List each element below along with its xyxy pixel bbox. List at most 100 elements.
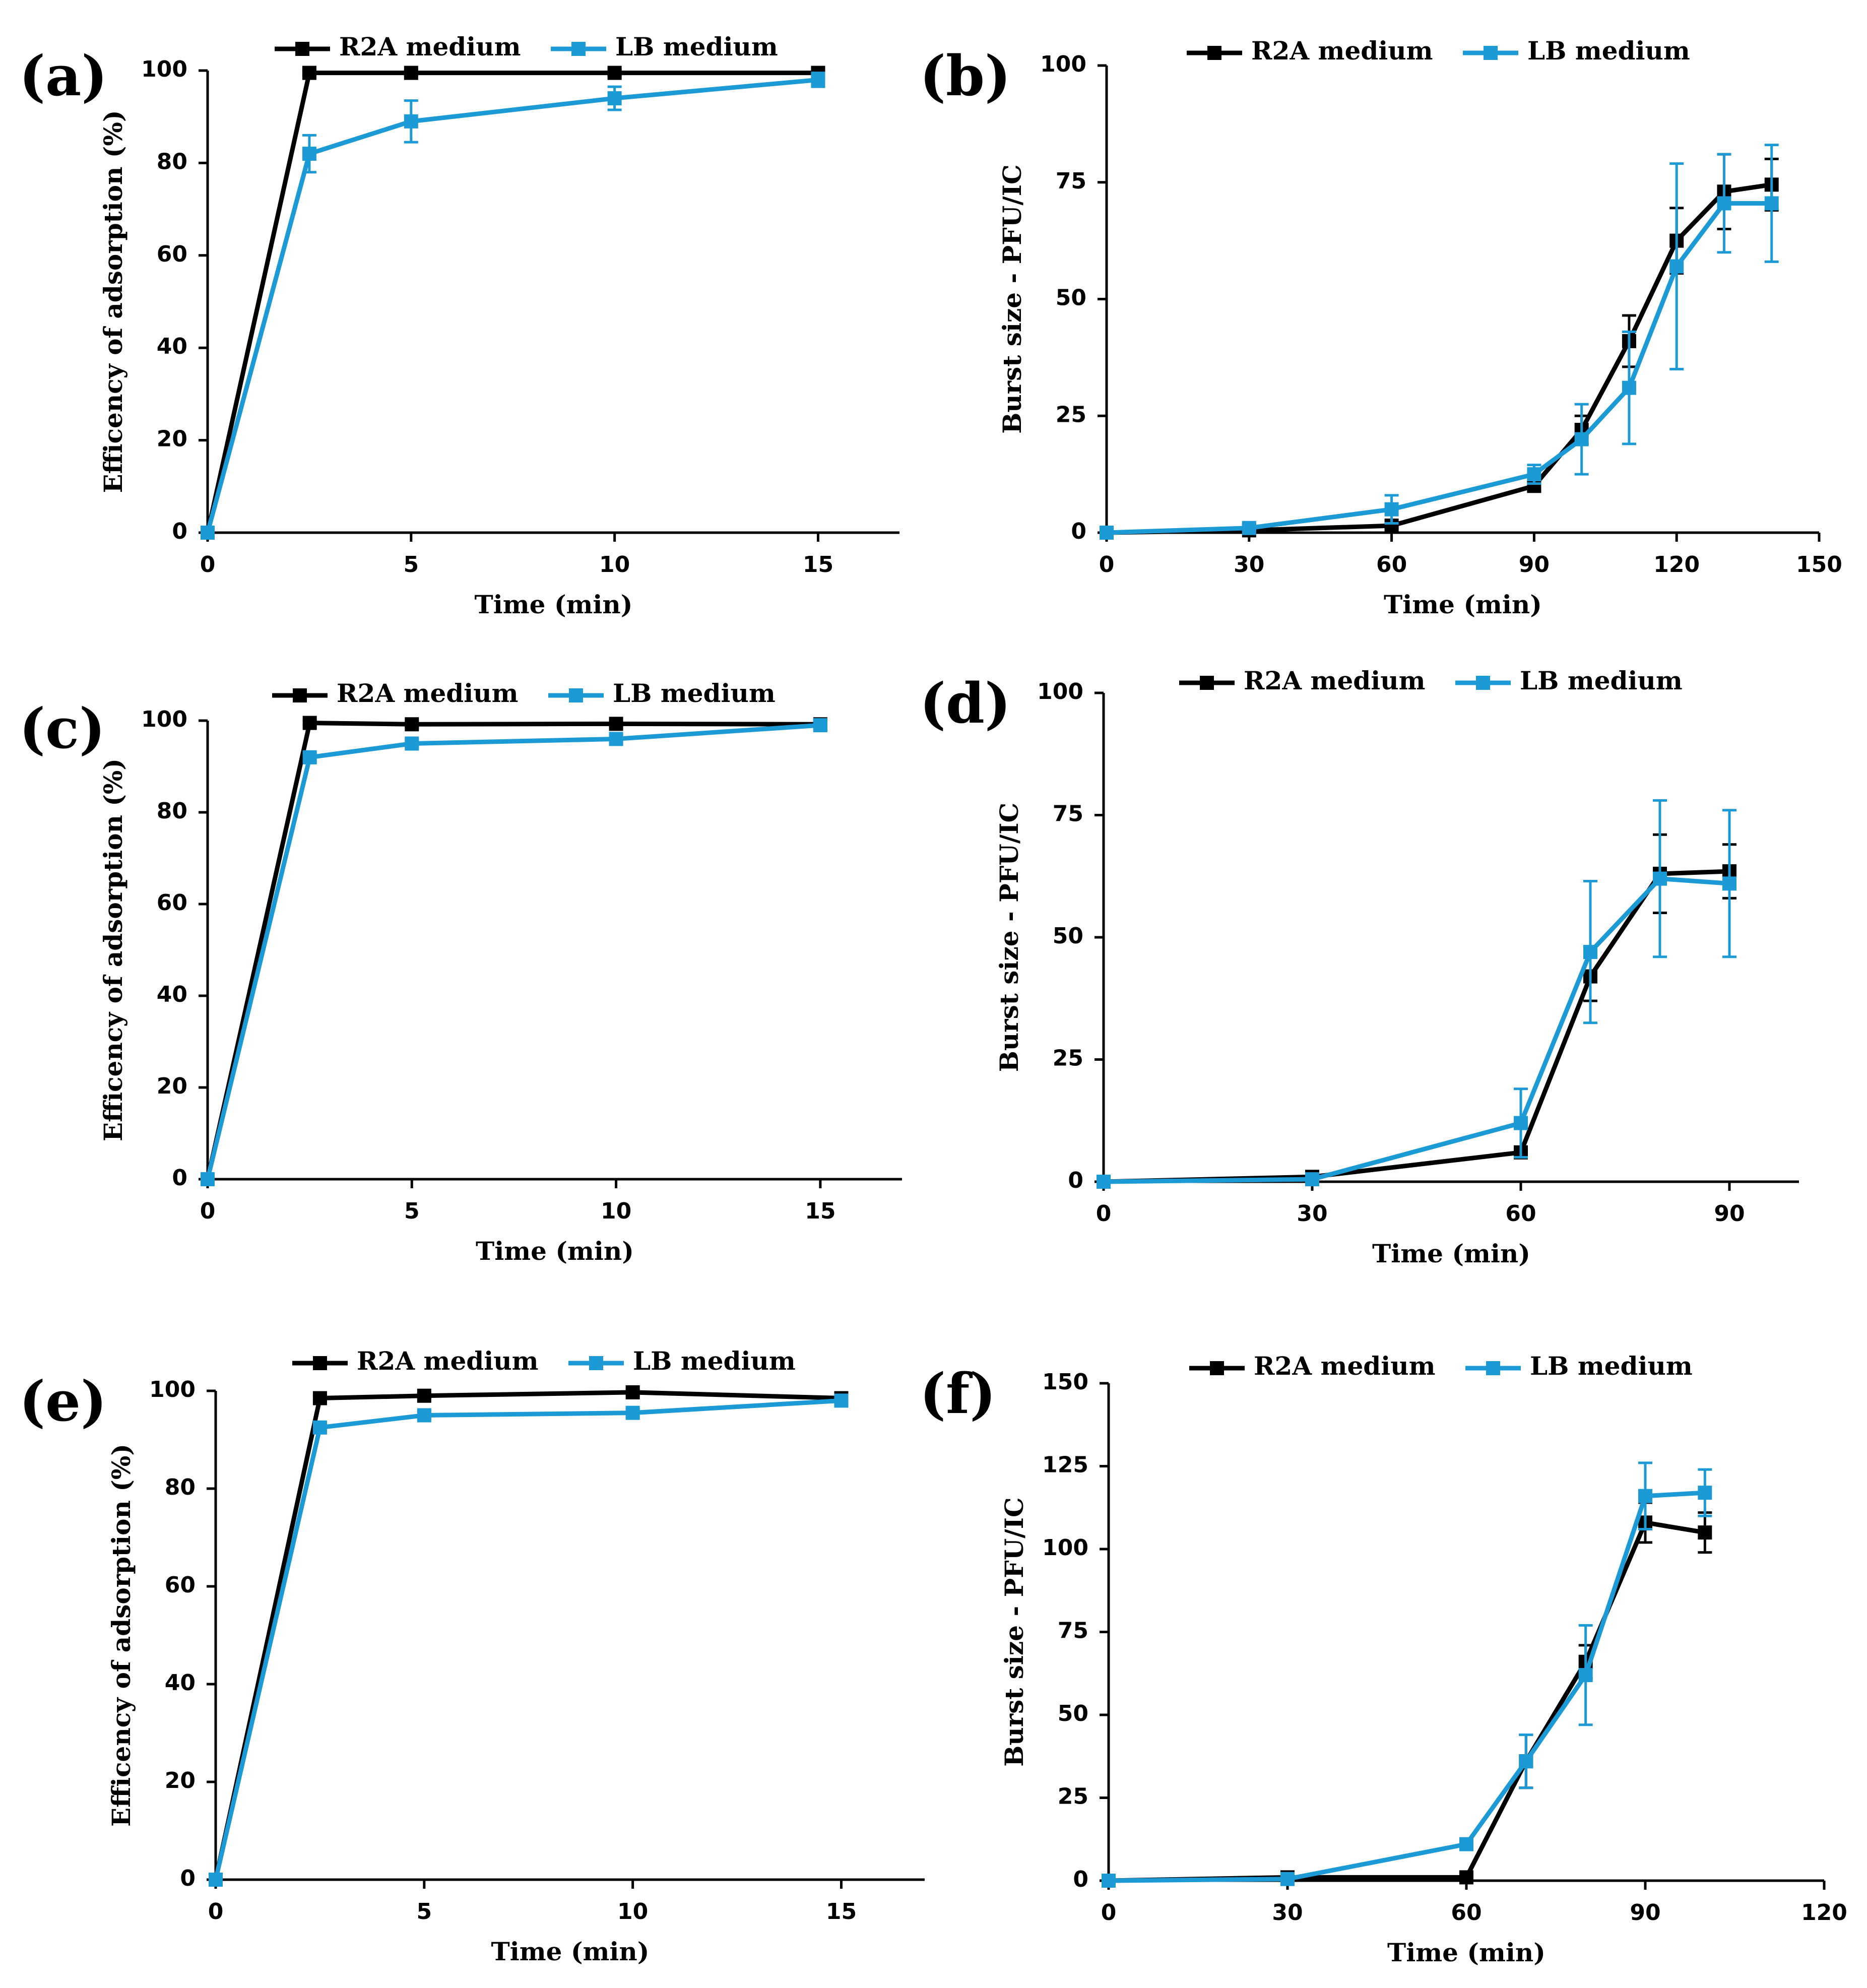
x-tick-label: 30: [1297, 1201, 1327, 1227]
x-tick-label: 15: [805, 1198, 835, 1224]
series-line: [205, 723, 821, 1180]
x-tick-label: 10: [601, 1198, 631, 1224]
legend: R2A medium LB medium: [272, 678, 776, 708]
panel-label: (b): [920, 43, 1011, 108]
data-point: [834, 1393, 849, 1408]
data-point: [1578, 1668, 1593, 1683]
data-point: [1638, 1489, 1652, 1503]
x-tick-label: 0: [1099, 552, 1115, 578]
legend-label: R2A medium: [1244, 666, 1425, 695]
data-point: [302, 750, 317, 764]
data-point: [1574, 432, 1589, 446]
x-tick-label: 0: [1101, 1900, 1117, 1926]
data-point: [609, 732, 623, 746]
x-axis-title: Time (min): [476, 1236, 634, 1266]
x-tick-label: 0: [200, 1198, 216, 1224]
y-tick-label: 100: [1040, 51, 1086, 77]
data-point: [1514, 1116, 1528, 1130]
legend-swatch-marker: [1484, 46, 1498, 60]
legend-label: R2A medium: [357, 1346, 538, 1376]
data-point: [1305, 1172, 1319, 1187]
data-point: [1698, 1525, 1712, 1540]
data-point: [1669, 259, 1684, 274]
y-tick-label: 125: [1042, 1452, 1088, 1478]
series-line: [1103, 876, 1730, 1184]
series-line: [205, 71, 818, 533]
legend-swatch-marker: [1207, 46, 1221, 60]
y-tick-label: 100: [1037, 679, 1083, 704]
series-r2a-medium: [1102, 1501, 1712, 1888]
y-axis-title: Efficency of adsorption (%): [98, 110, 128, 493]
panel-label: (d): [920, 671, 1011, 736]
x-tick-label: 5: [404, 552, 419, 578]
data-point: [417, 1408, 431, 1423]
x-axis-title: Time (min): [491, 1937, 650, 1966]
x-tick-label: 5: [417, 1899, 432, 1925]
legend-label: R2A medium: [337, 678, 518, 708]
data-point: [1583, 945, 1597, 959]
legend-label: LB medium: [615, 32, 778, 61]
y-tick-label: 40: [157, 982, 187, 1007]
y-tick-label: 50: [1058, 1701, 1088, 1726]
legend-label: R2A medium: [339, 32, 521, 61]
y-tick-label: 20: [157, 1073, 187, 1099]
legend-swatch-marker: [293, 688, 307, 702]
chart-panel-5: (f) 0 25 50 75 100 125 150 0 30 60 90 120 Time (min) B…: [920, 1351, 1847, 1967]
y-tick-label: 100: [149, 1377, 196, 1402]
data-point: [625, 1405, 640, 1420]
legend-swatch-marker: [571, 42, 586, 56]
x-tick-label: 90: [1630, 1900, 1660, 1926]
panel-label: (f): [920, 1361, 996, 1426]
y-axis-title: Efficency of adsorption (%): [106, 1444, 136, 1827]
x-tick-label: 30: [1234, 552, 1264, 578]
y-axis-title: Burst size - PFU/IC: [997, 164, 1027, 434]
data-point: [1764, 196, 1779, 211]
x-tick-label: 0: [200, 552, 216, 578]
legend-label: LB medium: [1530, 1351, 1693, 1381]
data-point: [312, 1420, 327, 1435]
data-point: [201, 526, 215, 540]
y-tick-label: 80: [157, 798, 187, 824]
x-tick-label: 15: [826, 1899, 857, 1925]
data-point: [607, 66, 622, 80]
y-tick-label: 20: [157, 426, 187, 452]
series-line: [1103, 869, 1730, 1184]
y-tick-label: 75: [1056, 168, 1086, 194]
x-tick-label: 0: [1096, 1201, 1112, 1227]
data-point: [1384, 502, 1399, 517]
series-lb-medium: [1097, 799, 1736, 1189]
series-line: [205, 77, 818, 534]
y-tick-label: 60: [157, 890, 187, 916]
series-r2a-medium: [1097, 833, 1736, 1189]
series-r2a-medium: [201, 716, 827, 1186]
y-tick-label: 50: [1053, 923, 1083, 949]
data-point: [209, 1873, 223, 1887]
series-line: [213, 1398, 842, 1881]
data-point: [1527, 467, 1541, 482]
legend-swatch-marker: [1200, 676, 1214, 690]
panel-label: (a): [19, 43, 107, 108]
legend-label: R2A medium: [1254, 1351, 1435, 1381]
legend-swatch-marker: [569, 688, 583, 702]
series-lb-medium: [209, 1393, 849, 1887]
x-axis-title: Time (min): [1372, 1239, 1530, 1268]
legend-label: LB medium: [633, 1346, 796, 1376]
legend: R2A medium LB medium: [292, 1346, 796, 1376]
legend-swatch-marker: [295, 42, 309, 56]
data-point: [405, 717, 419, 732]
y-axis-title: Burst size - PFU/IC: [994, 803, 1024, 1072]
legend: R2A medium LB medium: [275, 32, 778, 61]
chart-panel-0: (a) 0 20 40 60 80 100 0 5 10 15 Time (min) Efficency…: [19, 32, 899, 619]
series-lb-medium: [201, 72, 825, 540]
x-tick-label: 90: [1714, 1201, 1745, 1227]
x-axis-title: Time (min): [1387, 1938, 1546, 1967]
x-tick-label: 120: [1653, 552, 1700, 578]
legend-label: LB medium: [1527, 36, 1690, 66]
y-tick-label: 75: [1053, 801, 1083, 827]
data-point: [302, 147, 316, 161]
chart-panel-3: (d) 0 25 50 75 100 0 30 60 90 Time (min) Burst size…: [920, 666, 1799, 1268]
series-lb-medium: [201, 718, 827, 1186]
data-point: [811, 73, 825, 87]
y-tick-label: 25: [1053, 1046, 1083, 1071]
x-tick-label: 5: [404, 1198, 420, 1224]
